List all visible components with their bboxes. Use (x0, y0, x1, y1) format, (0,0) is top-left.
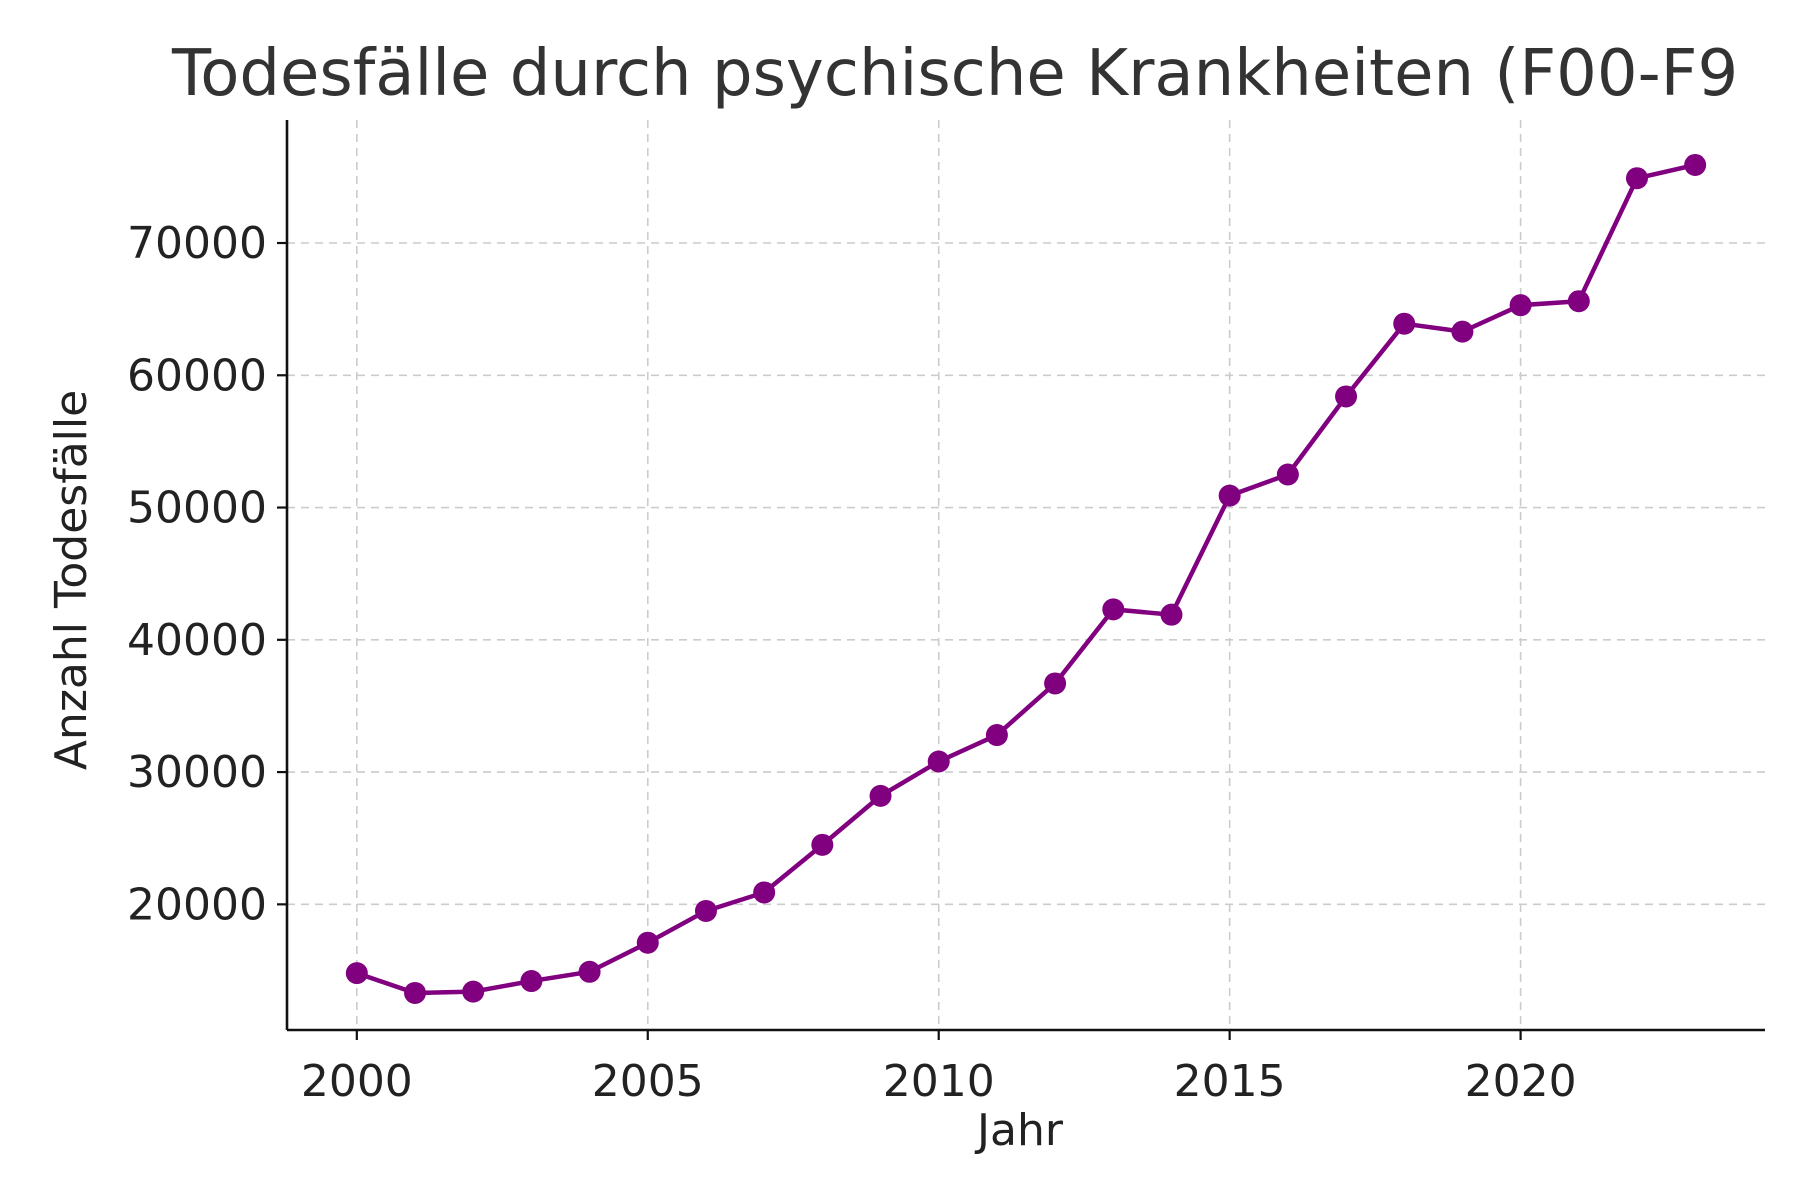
x-axis-ticks: 2000 2005 2010 2015 2020 (301, 1030, 1577, 1107)
y-tick-label-40000: 40000 (127, 615, 267, 666)
data-point-2020 (1509, 294, 1532, 317)
data-point-2010 (927, 750, 950, 773)
data-point-2008 (811, 833, 834, 856)
data-point-2007 (753, 881, 776, 904)
y-tick-label-60000: 60000 (127, 350, 267, 401)
grid-lines (287, 120, 1765, 1030)
x-tick-label-2020: 2020 (1465, 1056, 1577, 1107)
x-tick-label-2005: 2005 (592, 1056, 704, 1107)
data-point-2004 (578, 960, 601, 983)
data-point-2012 (1044, 672, 1067, 695)
data-point-2003 (520, 970, 543, 993)
data-point-2002 (462, 980, 485, 1003)
y-tick-label-20000: 20000 (127, 879, 267, 930)
data-point-2016 (1276, 463, 1299, 486)
data-point-2023 (1684, 153, 1707, 176)
chart-title: Todesfälle durch psychische Krankheiten … (171, 37, 1738, 111)
x-tick-label-2010: 2010 (883, 1056, 995, 1107)
data-point-2013 (1102, 598, 1125, 621)
data-point-2019 (1451, 320, 1474, 343)
y-tick-label-70000: 70000 (127, 218, 267, 269)
data-point-2005 (636, 931, 659, 954)
x-axis-label: Jahr (974, 1105, 1064, 1156)
series-line-0 (354, 162, 1698, 996)
data-point-2006 (694, 899, 717, 922)
data-point-2000 (345, 962, 368, 985)
data-point-2011 (985, 724, 1008, 747)
data-point-2018 (1393, 312, 1416, 335)
y-tick-label-50000: 50000 (127, 483, 267, 534)
data-point-2014 (1160, 603, 1183, 626)
data-point-2001 (404, 981, 427, 1004)
x-tick-label-2000: 2000 (301, 1056, 413, 1107)
data-point-2022 (1625, 167, 1648, 190)
series-layer (345, 153, 1707, 1004)
axes-spines (285, 120, 1765, 1032)
y-axis-label: Anzahl Todesfälle (46, 390, 97, 770)
data-point-2009 (869, 784, 892, 807)
data-point-2015 (1218, 484, 1241, 507)
x-tick-label-2015: 2015 (1174, 1056, 1286, 1107)
y-tick-label-30000: 30000 (127, 747, 267, 798)
data-point-2017 (1335, 385, 1358, 408)
y-axis-ticks: 20000 30000 40000 50000 60000 70000 (127, 218, 287, 930)
data-point-2021 (1567, 290, 1590, 313)
